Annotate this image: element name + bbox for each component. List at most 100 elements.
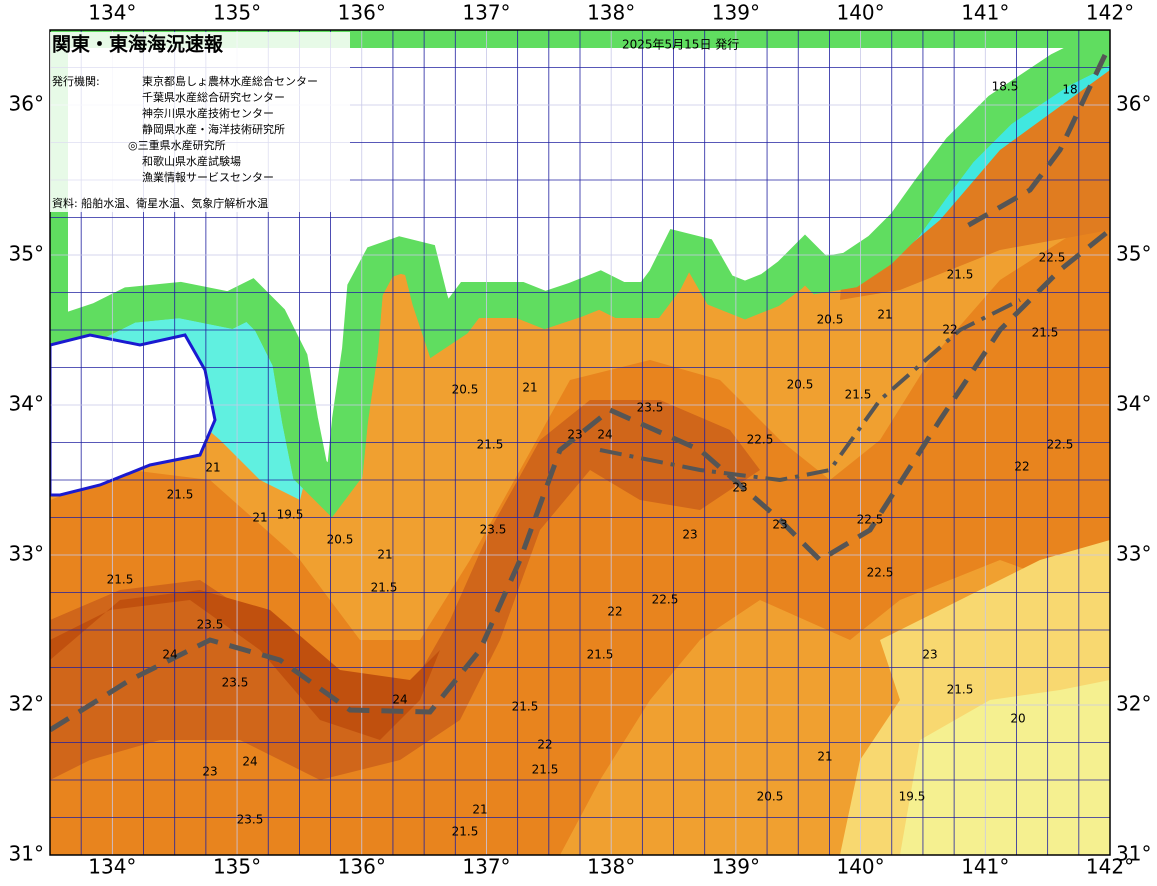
- lon-label-top: 135°: [213, 1, 261, 25]
- lon-label-bottom: 136°: [338, 855, 386, 879]
- isotherm-label: 21.5: [477, 438, 504, 452]
- lon-label-top: 138°: [587, 1, 635, 25]
- kuroshio-core: [50, 400, 760, 780]
- lon-label-bottom: 141°: [961, 855, 1009, 879]
- map-body: 20.5 21 21.5 23 23.5 24 22.5 20.5 21.5 22 22.5 21.5…: [50, 30, 1110, 855]
- lon-label-bottom: 137°: [462, 855, 510, 879]
- lat-label-left: 31°: [9, 842, 44, 866]
- lat-label-right: 32°: [1116, 692, 1151, 716]
- map-title: 関東・東海海況速報: [52, 33, 224, 56]
- lat-label-right: 33°: [1116, 542, 1151, 566]
- isotherm-label: 21: [252, 511, 267, 525]
- lat-label-right: 35°: [1116, 242, 1151, 266]
- isotherm-label: 21.5: [107, 573, 134, 587]
- isotherm-label: 23.5: [637, 401, 664, 415]
- lon-label-bottom: 134°: [88, 855, 136, 879]
- issuer: ◎三重県水産研究所: [128, 138, 226, 152]
- isotherm-label: 22.5: [867, 566, 894, 580]
- issuer: 和歌山県水産試験場: [142, 154, 241, 168]
- issuer: 漁業情報サービスセンター: [142, 170, 274, 184]
- isotherm-label: 21: [877, 308, 892, 322]
- shikoku: [50, 333, 217, 497]
- isotherm-label: 21.5: [1032, 326, 1059, 340]
- isotherm-label: 22.5: [652, 593, 679, 607]
- source: 資料: 船舶水温、衛星水温、気象庁解析水温: [52, 196, 268, 210]
- isotherm-label: 22.5: [1039, 251, 1066, 265]
- isotherm-label: 21: [817, 750, 832, 764]
- isotherm-label: 23.5: [480, 523, 507, 537]
- lat-label-left: 36°: [9, 92, 44, 116]
- lat-label-left: 34°: [9, 392, 44, 416]
- isotherm-label: 22: [607, 605, 622, 619]
- kuroshio-axis: [50, 228, 1110, 733]
- isotherm-label: 22.5: [1047, 438, 1074, 452]
- isotherm-label: 23.5: [222, 676, 249, 690]
- legend-panel: [50, 32, 350, 212]
- isotherm-label: 24: [242, 755, 257, 769]
- isotherm-label: 23: [202, 765, 217, 779]
- lat-label-left: 35°: [9, 242, 44, 266]
- lat-label-left: 33°: [9, 542, 44, 566]
- isotherm-label: 24: [597, 428, 612, 442]
- isotherm-label: 21.5: [532, 763, 559, 777]
- isotherm-label: 21.5: [167, 488, 194, 502]
- isotherm-label: 21.5: [512, 700, 539, 714]
- isotherm-label: 18: [1062, 83, 1077, 97]
- isotherm-label: 20: [1010, 712, 1025, 726]
- lon-label-top: 141°: [961, 1, 1009, 25]
- isotherm-label: 20.5: [817, 313, 844, 327]
- isotherm-label: 23.5: [197, 618, 224, 632]
- isotherm-label: 21: [522, 381, 537, 395]
- isotherm-label: 21.5: [845, 388, 872, 402]
- lon-label-top: 142°: [1086, 1, 1134, 25]
- map-frame: [49, 29, 1111, 856]
- lon-label-top: 136°: [338, 1, 386, 25]
- issue-date: 2025年5月15日 発行: [622, 38, 739, 52]
- isotherm-label: 21: [472, 803, 487, 817]
- isotherm-label: 22.5: [747, 433, 774, 447]
- isotherm-label: 21.5: [947, 683, 974, 697]
- isotherm-label: 23: [567, 428, 582, 442]
- isotherm-label: 19.5: [277, 508, 304, 522]
- isotherm-label: 22: [942, 323, 957, 337]
- issuer: 千葉県水産総合研究センター: [142, 90, 285, 104]
- isotherm-label: 23: [922, 648, 937, 662]
- cool-zone-2: [900, 680, 1110, 855]
- axes: 134° 134° 135° 135° 136° 136° 137° 137° 138° 138°…: [9, 1, 1152, 879]
- lon-label-top: 134°: [88, 1, 136, 25]
- isotherm-label: 18.5: [992, 80, 1019, 94]
- isotherm-label: 21: [377, 548, 392, 562]
- lat-label-left: 32°: [9, 692, 44, 716]
- isotherm-label: 21.5: [452, 825, 479, 839]
- isotherm-label: 20.5: [787, 378, 814, 392]
- lon-label-bottom: 142°: [1086, 855, 1134, 879]
- isotherm-labels: 20.5 21 21.5 23 23.5 24 22.5 20.5 21.5 22 22.5 21.5…: [107, 80, 1078, 839]
- lon-label-top: 137°: [462, 1, 510, 25]
- isotherm-label: 21.5: [371, 581, 398, 595]
- issuer: 東京都島しょ農林水産総合センター: [142, 74, 318, 88]
- isotherm-label: 24: [392, 693, 407, 707]
- lon-label-top: 139°: [712, 1, 760, 25]
- lon-label-top: 140°: [836, 1, 884, 25]
- front-line-2: [599, 298, 1021, 483]
- isotherm-label: 23: [732, 481, 747, 495]
- isotherm-label: 19.5: [899, 790, 926, 804]
- issuers-label: 発行機関:: [52, 74, 100, 88]
- lat-label-right: 36°: [1116, 92, 1151, 116]
- isotherm-label: 22: [1014, 460, 1029, 474]
- lon-label-bottom: 135°: [213, 855, 261, 879]
- isotherm-label: 21.5: [947, 268, 974, 282]
- isotherm-label: 23: [682, 528, 697, 542]
- isotherm-label: 22.5: [857, 513, 884, 527]
- isotherm-label: 22: [537, 738, 552, 752]
- issuer: 神奈川県水産技術センター: [142, 106, 274, 120]
- lon-label-bottom: 139°: [712, 855, 760, 879]
- kuroshio-core-dark: [50, 590, 440, 740]
- front-line: [958, 53, 1108, 233]
- issuer: 静岡県水産・海洋技術研究所: [142, 122, 285, 136]
- isotherm-label: 23.5: [237, 813, 264, 827]
- isotherm-label: 21: [205, 461, 220, 475]
- isotherm-label: 21.5: [587, 648, 614, 662]
- lon-label-bottom: 140°: [836, 855, 884, 879]
